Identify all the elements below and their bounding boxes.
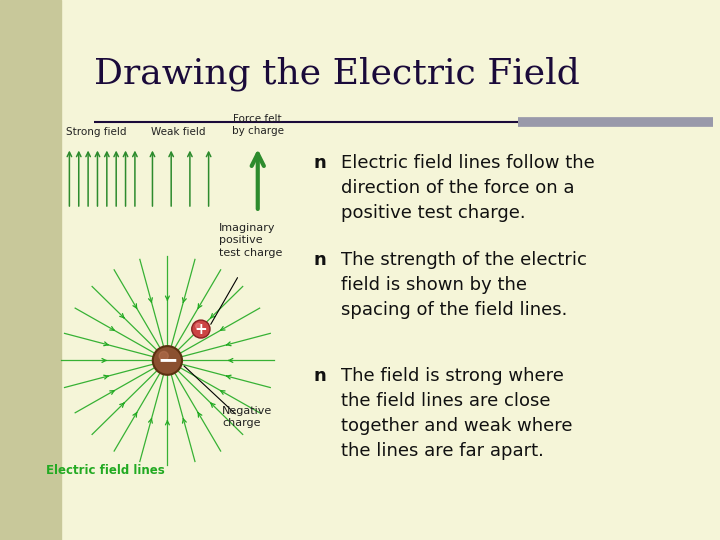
Text: n: n — [313, 154, 326, 172]
Text: n: n — [313, 367, 326, 385]
Circle shape — [196, 323, 201, 329]
Text: −: − — [157, 348, 178, 373]
Text: The field is strong where
the field lines are close
together and weak where
the : The field is strong where the field line… — [341, 367, 572, 460]
Text: Imaginary
positive
test charge: Imaginary positive test charge — [219, 223, 282, 258]
Circle shape — [159, 352, 168, 361]
Text: Strong field: Strong field — [66, 127, 127, 137]
Text: Electric field lines follow the
direction of the force on a
positive test charge: Electric field lines follow the directio… — [341, 154, 594, 222]
Text: +: + — [194, 321, 207, 336]
Text: Negative
charge: Negative charge — [222, 406, 272, 428]
Text: The strength of the electric
field is shown by the
spacing of the field lines.: The strength of the electric field is sh… — [341, 251, 586, 319]
Text: Drawing the Electric Field: Drawing the Electric Field — [94, 57, 580, 91]
Text: Weak field: Weak field — [151, 127, 205, 137]
Text: Electric field lines: Electric field lines — [45, 464, 164, 477]
Text: n: n — [313, 251, 326, 269]
Bar — [0, 0, 61, 540]
Text: Force felt
by charge: Force felt by charge — [232, 114, 284, 136]
Circle shape — [153, 346, 182, 375]
Circle shape — [192, 320, 210, 338]
